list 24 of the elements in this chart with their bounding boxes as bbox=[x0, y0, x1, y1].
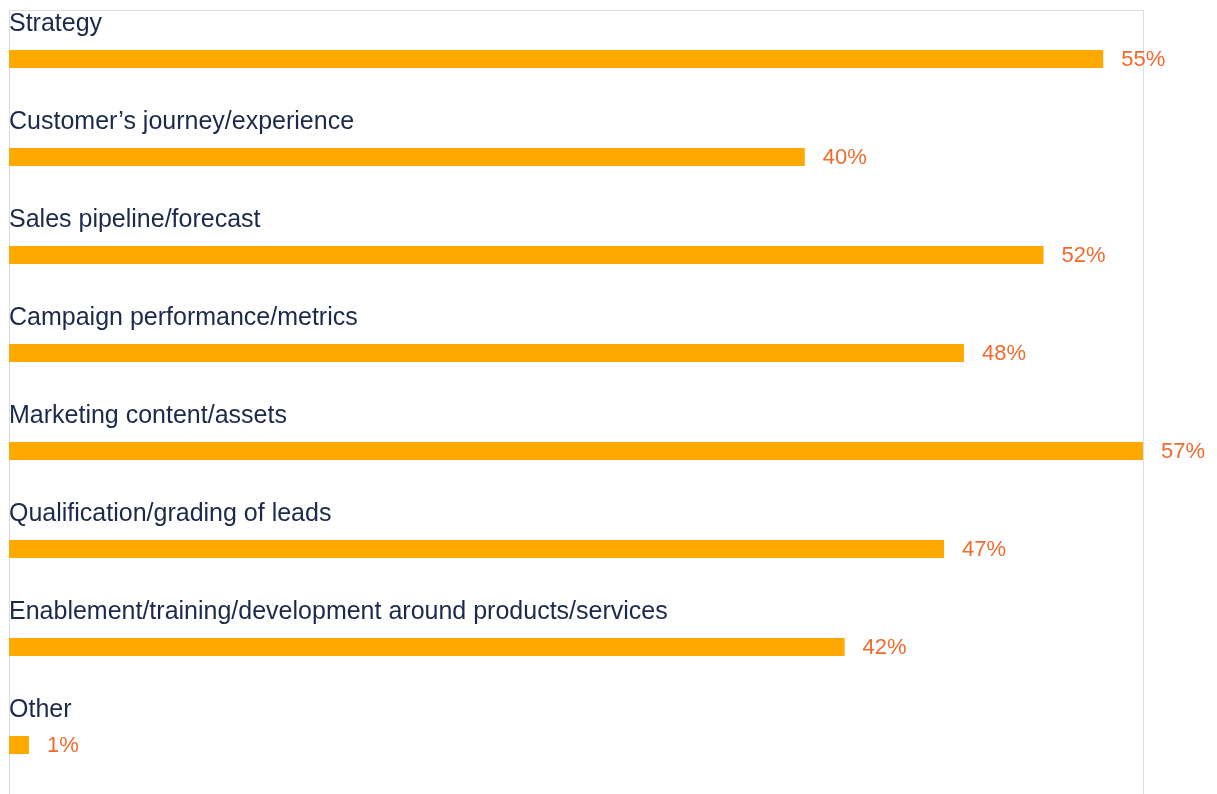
bar bbox=[9, 246, 1044, 264]
bar bbox=[9, 50, 1104, 68]
y-tick-label: Strategy bbox=[9, 8, 103, 36]
data-label: 42% bbox=[862, 634, 907, 659]
bar bbox=[9, 736, 29, 754]
y-tick-label: Campaign performance/metrics bbox=[9, 302, 358, 330]
bar bbox=[9, 540, 945, 558]
bar bbox=[9, 148, 805, 166]
y-tick-label: Enablement/training/development around products/services bbox=[9, 596, 668, 624]
y-tick-label: Customer’s journey/experience bbox=[9, 106, 355, 134]
y-tick-label: Other bbox=[9, 694, 72, 722]
data-label: 48% bbox=[981, 340, 1026, 365]
bar bbox=[9, 638, 845, 656]
data-label: 40% bbox=[822, 144, 867, 169]
data-label: 1% bbox=[46, 732, 79, 757]
bar bbox=[9, 442, 1143, 460]
y-tick-label: Marketing content/assets bbox=[9, 400, 287, 428]
data-label: 57% bbox=[1161, 438, 1206, 463]
data-label: 52% bbox=[1061, 242, 1106, 267]
y-tick-label: Sales pipeline/forecast bbox=[9, 204, 261, 232]
y-tick-label: Qualification/grading of leads bbox=[9, 498, 332, 526]
data-label: 47% bbox=[962, 536, 1007, 561]
data-label: 55% bbox=[1121, 46, 1166, 71]
bar bbox=[9, 344, 964, 362]
